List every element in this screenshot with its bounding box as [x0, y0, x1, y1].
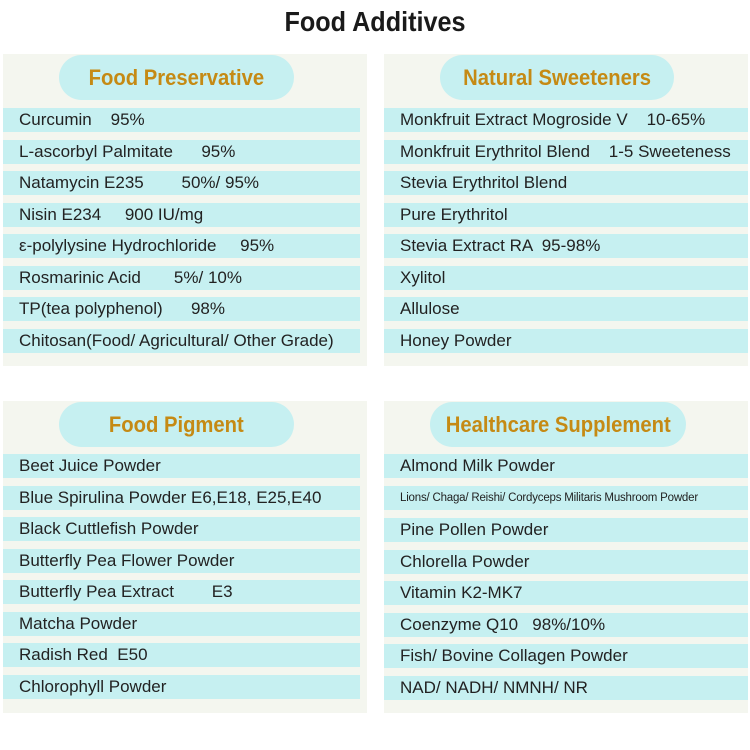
list-item: Nisin E234 900 IU/mg [3, 203, 360, 227]
list-item: Pure Erythritol [384, 203, 748, 227]
healthcare-supplement-panel: Healthcare Supplement Almond Milk Powder… [384, 401, 748, 713]
list-item: Stevia Erythritol Blend [384, 171, 748, 195]
list-item: Lions/ Chaga/ Reishi/ Cordyceps Militari… [384, 486, 748, 510]
list-item: Monkfruit Extract Mogroside V 10-65% [384, 108, 748, 132]
list-item: TP(tea polyphenol) 98% [3, 297, 360, 321]
list-item: Allulose [384, 297, 748, 321]
list-item: Curcumin 95% [3, 108, 360, 132]
list-item: Monkfruit Erythritol Blend 1-5 Sweetenes… [384, 140, 748, 164]
section-heading: Food Pigment [59, 402, 294, 447]
list-item: ε-polylysine Hydrochloride 95% [3, 234, 360, 258]
list-item: Butterfly Pea Extract E3 [3, 580, 360, 604]
list-item: L-ascorbyl Palmitate 95% [3, 140, 360, 164]
list-item: Chitosan(Food/ Agricultural/ Other Grade… [3, 329, 360, 353]
list-item: Radish Red E50 [3, 643, 360, 667]
section-heading: Healthcare Supplement [430, 402, 686, 447]
list-item: Almond Milk Powder [384, 454, 748, 478]
page-title: Food Additives [284, 6, 466, 37]
list-item: Fish/ Bovine Collagen Powder [384, 644, 748, 668]
section-heading-label: Food Pigment [109, 411, 244, 437]
list-item: Matcha Powder [3, 612, 360, 636]
section-heading: Natural Sweeteners [440, 55, 674, 100]
list-item: Chlorella Powder [384, 550, 748, 574]
list-item: Pine Pollen Powder [384, 518, 748, 542]
list-item: Natamycin E235 50%/ 95% [3, 171, 360, 195]
section-heading-label: Healthcare Supplement [445, 411, 671, 437]
section-heading: Food Preservative [59, 55, 294, 100]
list-item: Black Cuttlefish Powder [3, 517, 360, 541]
list-item: NAD/ NADH/ NMNH/ NR [384, 676, 748, 700]
list-item: Beet Juice Powder [3, 454, 360, 478]
food-preservative-panel: Food Preservative Curcumin 95% L-ascorby… [3, 54, 367, 366]
list-item: Vitamin K2-MK7 [384, 581, 748, 605]
natural-sweeteners-panel: Natural Sweeteners Monkfruit Extract Mog… [384, 54, 748, 366]
list-item: Stevia Extract RA 95-98% [384, 234, 748, 258]
list-item: Chlorophyll Powder [3, 675, 360, 699]
list-item: Coenzyme Q10 98%/10% [384, 613, 748, 637]
section-heading-label: Food Preservative [88, 64, 265, 90]
list-item: Blue Spirulina Powder E6,E18, E25,E40 [3, 486, 360, 510]
list-item: Rosmarinic Acid 5%/ 10% [3, 266, 360, 290]
food-pigment-panel: Food Pigment Beet Juice Powder Blue Spir… [3, 401, 367, 713]
list-item: Honey Powder [384, 329, 748, 353]
list-item: Xylitol [384, 266, 748, 290]
list-item: Butterfly Pea Flower Powder [3, 549, 360, 573]
section-heading-label: Natural Sweeteners [463, 64, 651, 90]
